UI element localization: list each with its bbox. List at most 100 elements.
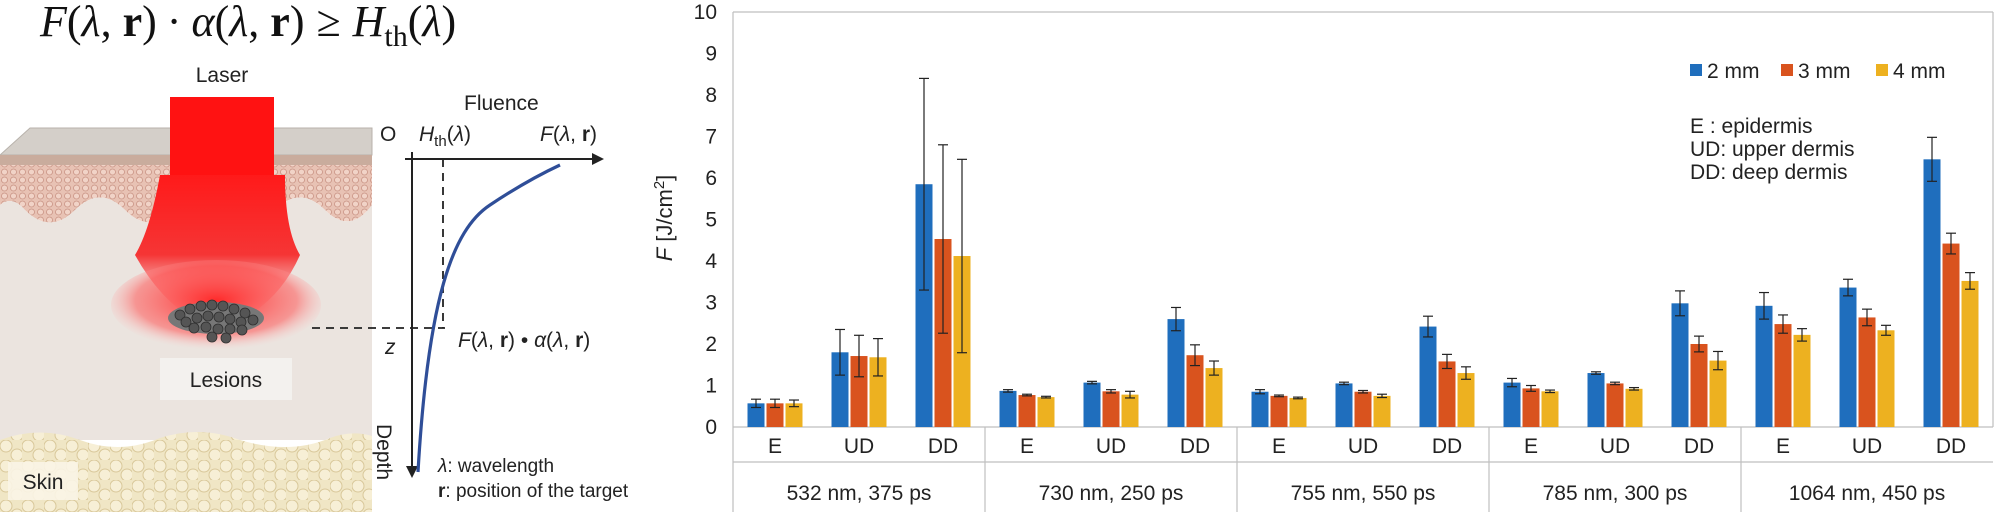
fluence-axis-arrow: [592, 153, 604, 165]
x-tick-label: E: [1776, 435, 1790, 458]
bar: [1522, 388, 1540, 427]
x-tick-label: DD: [1684, 435, 1714, 458]
legend-swatch: [1876, 64, 1888, 76]
x-tick-label: DD: [1180, 435, 1210, 458]
bar: [1335, 383, 1353, 427]
bar: [1083, 382, 1101, 427]
abbreviation-note: UD: upper dermis: [1690, 138, 1855, 161]
x-tick-label: UD: [844, 435, 874, 458]
bar: [1205, 368, 1223, 427]
legend-lambda: λ: wavelength: [437, 456, 554, 477]
lesion-cluster: [168, 299, 264, 344]
bar: [869, 357, 887, 427]
bar: [1186, 355, 1204, 427]
legend-swatch: [1781, 64, 1793, 76]
bar: [850, 356, 868, 427]
bar: [1877, 330, 1895, 427]
group-label: 785 nm, 300 ps: [1543, 482, 1688, 505]
y-tick-label: 7: [705, 126, 717, 149]
bar: [831, 352, 849, 427]
bar: [1587, 373, 1605, 427]
group-label: 755 nm, 550 ps: [1291, 482, 1436, 505]
y-tick-label: 9: [705, 43, 717, 66]
bar: [1690, 344, 1708, 427]
depth-axis-arrow: [406, 466, 418, 478]
bar: [766, 403, 784, 427]
threshold-equation: F(λ, r) · α(λ, r) ≥ Hth(λ): [39, 0, 456, 53]
bars: [747, 159, 1979, 427]
depth-label: Depth: [372, 424, 395, 480]
bar: [1503, 382, 1521, 427]
x-tick-label: DD: [928, 435, 958, 458]
y-tick-label: 0: [705, 416, 717, 439]
group-label: 532 nm, 375 ps: [787, 482, 932, 505]
skin-label: Skin: [23, 471, 64, 494]
legend-swatch: [1690, 64, 1702, 76]
bar: [1774, 324, 1792, 427]
x-tick-label: E: [1272, 435, 1286, 458]
x-tick-label: E: [1524, 435, 1538, 458]
legend-label: 3 mm: [1798, 60, 1851, 83]
y-tick-label: 1: [705, 375, 717, 398]
chart-legend: 2 mm 3 mm 4 mm: [1690, 60, 1946, 83]
fluence-depth-diagram: Fluence O Hth(λ) F(λ, r) z F(λ, r) • α(λ…: [312, 92, 629, 502]
skin-schematic: Laser Lesions Skin: [0, 64, 373, 512]
x-tick-label: E: [1020, 435, 1034, 458]
y-tick-label: 6: [705, 167, 717, 190]
bar: [915, 184, 933, 427]
fluence-curve: [416, 163, 561, 473]
y-axis-label: F [J/cm2]: [651, 175, 677, 262]
legend-label: 4 mm: [1893, 60, 1946, 83]
bar: [1755, 305, 1773, 427]
lesions-label-box: [160, 358, 292, 400]
bar: [1419, 326, 1437, 427]
bar: [1541, 391, 1559, 427]
bar: [1671, 303, 1689, 427]
abbreviation-note: E : epidermis: [1690, 115, 1813, 138]
bar: [1858, 317, 1876, 427]
bar: [1457, 373, 1475, 427]
x-tick-label: DD: [1432, 435, 1462, 458]
bar: [1270, 395, 1288, 427]
bar: [1942, 243, 1960, 427]
bar: [1354, 391, 1372, 427]
y-tick-labels: 0 1 2 3 4 5 6 7 8 9 10: [694, 1, 718, 439]
bar: [1438, 361, 1456, 427]
bar: [1923, 159, 1941, 427]
bar: [1709, 360, 1727, 427]
y-tick-label: 3: [705, 292, 717, 315]
skin-label-box: [8, 462, 78, 500]
bar: [1373, 395, 1391, 427]
laser-label: Laser: [196, 64, 249, 87]
bar: [1839, 287, 1857, 427]
absorbed-fluence-label: F(λ, r) • α(λ, r): [458, 329, 590, 352]
bar: [1793, 334, 1811, 427]
bar: [1606, 383, 1624, 427]
y-tick-label: 10: [694, 1, 717, 24]
y-tick-label: 5: [705, 209, 717, 232]
bar: [1289, 397, 1307, 427]
bar: [1018, 395, 1036, 427]
bar: [747, 403, 765, 427]
abbreviation-note: DD: deep dermis: [1690, 161, 1848, 184]
bar: [999, 390, 1017, 427]
fat-layer: [0, 431, 372, 512]
bar: [1961, 280, 1979, 427]
fluence-function-label: F(λ, r): [540, 123, 597, 146]
x-axis: E UD DD 532 nm, 375 ps E UD DD 730 nm, 250 ps E U…: [733, 426, 1993, 512]
group-label: 1064 nm, 450 ps: [1789, 482, 1945, 505]
fluence-label: Fluence: [464, 92, 539, 115]
x-tick-label: UD: [1096, 435, 1126, 458]
bar: [1167, 319, 1185, 427]
y-tick-label: 2: [705, 333, 717, 356]
bar: [1037, 397, 1055, 427]
bar: [1251, 391, 1269, 427]
x-tick-label: E: [768, 435, 782, 458]
bar: [1625, 388, 1643, 427]
x-tick-label: DD: [1936, 435, 1966, 458]
x-tick-label: UD: [1600, 435, 1630, 458]
x-tick-label: UD: [1348, 435, 1378, 458]
error-bars: [751, 77, 1975, 409]
lesions-label: Lesions: [190, 369, 262, 392]
